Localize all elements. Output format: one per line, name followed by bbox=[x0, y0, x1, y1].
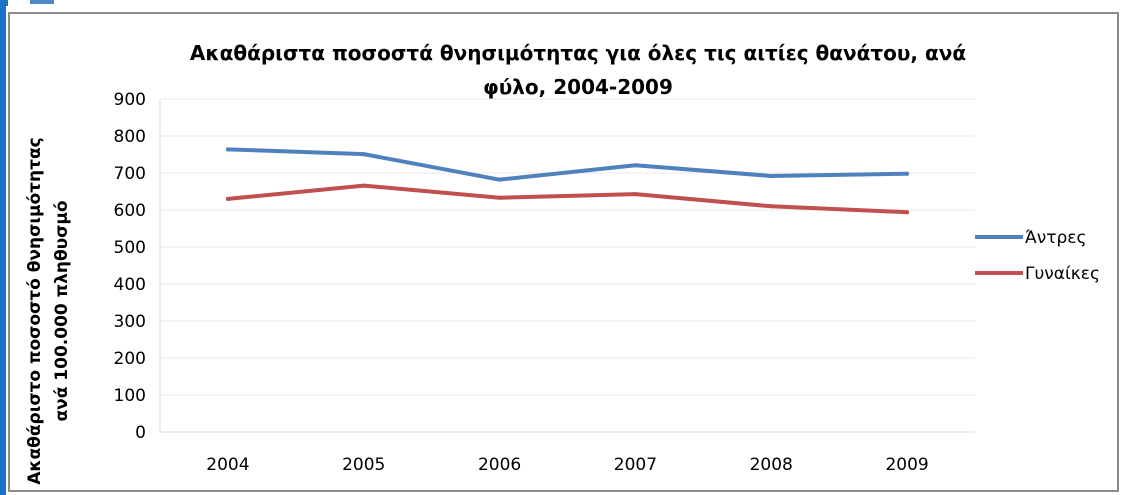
chart-title-line2: φύλο, 2004-2009 bbox=[483, 75, 673, 99]
data-point[interactable] bbox=[633, 163, 638, 168]
y-tick-label: 600 bbox=[114, 201, 146, 221]
x-tick-label: 2006 bbox=[478, 455, 521, 475]
data-point[interactable] bbox=[905, 210, 910, 215]
y-tick-label: 300 bbox=[114, 312, 146, 332]
top-edge-line bbox=[30, 0, 54, 4]
data-point[interactable] bbox=[497, 195, 502, 200]
y-tick-label: 0 bbox=[135, 423, 146, 443]
x-tick-label: 2007 bbox=[614, 455, 657, 475]
series-line[interactable] bbox=[225, 183, 910, 215]
top-edge-accent bbox=[0, 0, 8, 6]
y-tick-label: 200 bbox=[114, 349, 146, 369]
data-point[interactable] bbox=[361, 183, 366, 188]
data-point[interactable] bbox=[633, 192, 638, 197]
series-line[interactable] bbox=[225, 147, 910, 182]
y-axis-label-line2: ανά 100.000 πληθυσμό bbox=[52, 200, 72, 421]
data-point[interactable] bbox=[769, 204, 774, 209]
x-tick-label: 2008 bbox=[750, 455, 793, 475]
y-tick-label: 700 bbox=[114, 164, 146, 184]
x-tick-label: 2009 bbox=[885, 455, 928, 475]
line-chart: Ακαθάριστα ποσοστά θνησιμότητας για όλες… bbox=[25, 41, 1100, 485]
legend-label: Άντρες bbox=[1025, 228, 1086, 248]
y-tick-label: 900 bbox=[114, 90, 146, 110]
data-point[interactable] bbox=[225, 196, 230, 201]
y-axis-label-line1: Ακαθάριστο ποσοστό θνησιμότητας bbox=[25, 137, 45, 484]
y-tick-label: 800 bbox=[114, 127, 146, 147]
x-tick-label: 2004 bbox=[206, 455, 249, 475]
window-edge-accent bbox=[0, 0, 6, 495]
data-point[interactable] bbox=[769, 173, 774, 178]
y-tick-label: 100 bbox=[114, 386, 146, 406]
chart-title-line1: Ακαθάριστα ποσοστά θνησιμότητας για όλες… bbox=[190, 41, 966, 65]
data-point[interactable] bbox=[905, 171, 910, 176]
x-tick-label: 2005 bbox=[342, 455, 385, 475]
chart-area[interactable]: Ακαθάριστα ποσοστά θνησιμότητας για όλες… bbox=[8, 12, 1119, 492]
data-point[interactable] bbox=[497, 177, 502, 182]
y-tick-label: 400 bbox=[114, 275, 146, 295]
y-tick-label: 500 bbox=[114, 238, 146, 258]
data-point[interactable] bbox=[225, 147, 230, 152]
legend-label: Γυναίκες bbox=[1025, 264, 1100, 284]
data-point[interactable] bbox=[361, 152, 366, 157]
